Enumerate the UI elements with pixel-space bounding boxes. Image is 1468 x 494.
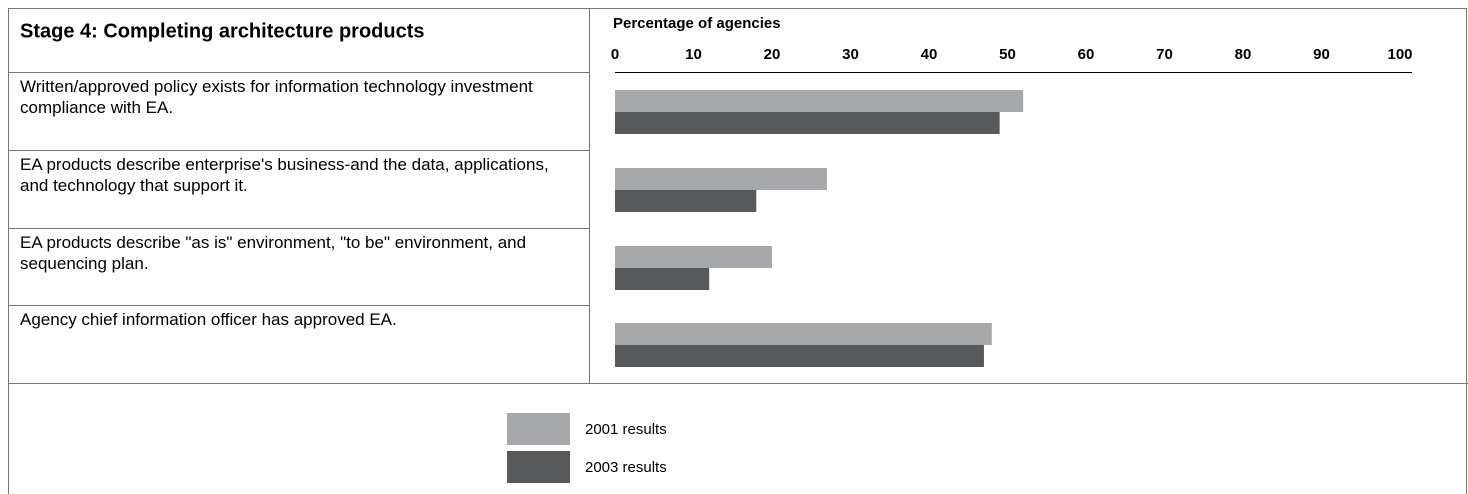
category-label: Written/approved policy exists for infor…	[20, 77, 533, 117]
category-label: EA products describe "as is" environment…	[20, 233, 527, 273]
axis-title: Percentage of agencies	[613, 15, 781, 32]
frame	[8, 8, 1467, 494]
x-tick-label: 60	[1078, 46, 1095, 63]
legend-swatch	[507, 451, 570, 483]
x-tick-label: 100	[1387, 46, 1412, 63]
x-tick-label: 10	[685, 46, 702, 63]
legend-swatch	[507, 413, 570, 445]
x-tick-label: 0	[611, 46, 619, 63]
bar	[615, 90, 1024, 112]
x-tick-label: 80	[1235, 46, 1252, 63]
x-tick-label: 30	[842, 46, 859, 63]
category-label: Agency chief information officer has app…	[20, 310, 397, 329]
x-tick-label: 90	[1313, 46, 1330, 63]
bar	[615, 168, 827, 190]
category-label: EA products describe enterprise's busine…	[20, 155, 549, 195]
legend-label: 2003 results	[585, 459, 667, 476]
legend-label: 2001 results	[585, 421, 667, 438]
bar	[615, 112, 1000, 134]
x-tick-label: 70	[1156, 46, 1173, 63]
bar	[615, 268, 710, 290]
x-tick-label: 50	[999, 46, 1016, 63]
chart-title: Stage 4: Completing architecture product…	[20, 20, 425, 42]
x-tick-label: 40	[921, 46, 938, 63]
bar	[615, 323, 992, 345]
bar	[615, 345, 984, 367]
bar	[615, 246, 772, 268]
bar	[615, 190, 757, 212]
x-tick-label: 20	[764, 46, 781, 63]
